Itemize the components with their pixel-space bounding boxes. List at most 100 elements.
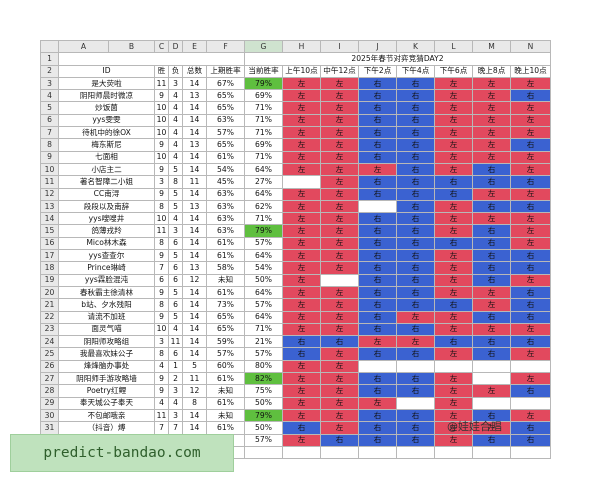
cell-loss[interactable]: 3 [168,408,183,423]
row-number[interactable]: 22 [40,310,59,324]
cell-loss[interactable]: 5 [168,187,183,201]
cell-pick[interactable]: 左 [282,113,321,128]
cell-total[interactable]: 5 [182,359,207,374]
cell-total[interactable]: 12 [182,384,207,398]
cell-prev-rate[interactable]: 65% [206,101,245,115]
cell-pick[interactable]: 左 [282,126,321,140]
row-number[interactable]: 14 [40,212,59,226]
cell-pick[interactable]: 左 [434,138,473,152]
cell-pick[interactable]: 左 [434,212,473,226]
cell-prev-rate[interactable]: 65% [206,322,245,337]
cell-pick[interactable]: 左 [320,89,359,103]
cell-prev-rate[interactable]: 73% [206,298,245,312]
cell-win[interactable]: 10 [154,150,169,164]
cell-pick[interactable]: 右 [358,298,397,312]
row-number[interactable]: 10 [40,162,59,177]
cell-pick[interactable]: 右 [358,310,397,324]
cell-pick[interactable]: 右 [396,224,435,238]
cell-pick[interactable]: 左 [396,310,435,324]
cell-cur-rate[interactable]: 80% [244,359,283,374]
cell-loss[interactable]: 4 [168,126,183,140]
cell-pick[interactable]: 左 [472,138,511,152]
cell-pick[interactable]: 左 [282,101,321,115]
cell-win[interactable]: 9 [154,384,169,398]
cell-pick[interactable]: 左 [472,150,511,164]
cell-total[interactable]: 11 [182,372,207,386]
row-number[interactable]: 2 [40,64,59,78]
cell-pick[interactable]: 左 [434,322,473,337]
cell-pick[interactable]: 左 [358,162,397,177]
cell-pick[interactable]: 左 [472,126,511,140]
cell-pick[interactable]: 左 [472,421,511,435]
cell-pick[interactable]: 左 [510,224,551,238]
cell-prev-rate[interactable]: 61% [206,249,245,263]
cell-pick[interactable]: 右 [396,298,435,312]
cell-prev-rate[interactable]: 60% [206,359,245,374]
cell-total[interactable]: 14 [182,408,207,423]
column-header-m[interactable]: M [472,39,511,54]
cell-pick[interactable]: 左 [434,89,473,103]
cell-pick[interactable]: 左 [282,285,321,300]
cell-pick[interactable]: 右 [396,150,435,164]
cell-total[interactable]: 14 [182,298,207,312]
cell-pick[interactable]: 右 [358,273,397,287]
row-number[interactable]: 18 [40,261,59,275]
cell-prev-rate[interactable]: 61% [206,150,245,164]
header-prev-rate[interactable]: 上期胜率 [206,64,245,78]
header-slot-4[interactable]: 下午4点 [396,64,435,78]
cell-loss[interactable]: 5 [168,285,183,300]
cell-id[interactable]: yys霖脸混沌 [58,273,155,287]
cell-id[interactable]: 七面相 [58,150,155,164]
cell-win[interactable]: 8 [154,347,169,361]
cell-id[interactable]: 待机中的徐OX [58,126,155,140]
cell-pick[interactable]: 右 [472,175,511,189]
cell-id[interactable]: 烽烽脑办事处 [58,359,155,374]
cell-pick[interactable]: 右 [358,347,397,361]
row-number[interactable]: 17 [40,249,59,263]
column-header-f[interactable]: F [206,39,245,54]
cell-total[interactable]: 13 [182,199,207,214]
cell-pick[interactable]: 右 [396,322,435,337]
cell-win[interactable]: 11 [154,224,169,238]
cell-pick[interactable]: 左 [472,187,511,201]
cell-loss[interactable]: 4 [168,138,183,152]
cell-id[interactable]: 著名智障二小姐 [58,175,155,189]
column-header-a[interactable]: A [58,39,109,54]
cell-cur-rate[interactable]: 71% [244,101,283,115]
cell-pick[interactable]: 右 [396,249,435,263]
cell-pick[interactable]: 右 [472,162,511,177]
cell-pick[interactable] [472,396,511,410]
cell-pick[interactable]: 左 [472,285,511,300]
cell-loss[interactable]: 4 [168,89,183,103]
cell-pick[interactable]: 左 [434,126,473,140]
column-header-d[interactable]: D [168,39,183,54]
cell-cur-rate[interactable]: 62% [244,199,283,214]
column-header-k[interactable]: K [396,39,435,54]
cell-pick[interactable]: 左 [282,162,321,177]
cell-pick[interactable]: 右 [396,187,435,201]
cell-total[interactable]: 14 [182,76,207,91]
corner-cell[interactable] [40,39,59,54]
cell-total[interactable]: 14 [182,113,207,128]
cell-pick[interactable]: 右 [396,138,435,152]
cell-cur-rate[interactable]: 57% [244,347,283,361]
cell-total[interactable]: 8 [182,396,207,410]
header-slot-2[interactable]: 中午12点 [320,64,359,78]
cell-cur-rate[interactable]: 69% [244,138,283,152]
cell-pick[interactable]: 左 [282,408,321,423]
cell-prev-rate[interactable]: 未知 [206,273,245,287]
cell-pick[interactable]: 右 [396,199,435,214]
cell-total[interactable]: 14 [182,187,207,201]
cell-prev-rate[interactable]: 59% [206,335,245,349]
cell-pick[interactable]: 左 [510,372,551,386]
cell-cur-rate[interactable]: 27% [244,175,283,189]
cell-pick[interactable]: 左 [434,408,473,423]
cell-prev-rate[interactable]: 54% [206,162,245,177]
cell-pick[interactable]: 右 [434,236,473,251]
cell-loss[interactable]: 3 [168,384,183,398]
cell-pick[interactable]: 右 [358,236,397,251]
cell-loss[interactable]: 6 [168,347,183,361]
cell-loss[interactable]: 11 [168,335,183,349]
cell-loss[interactable]: 4 [168,396,183,410]
cell-pick[interactable] [358,359,397,374]
